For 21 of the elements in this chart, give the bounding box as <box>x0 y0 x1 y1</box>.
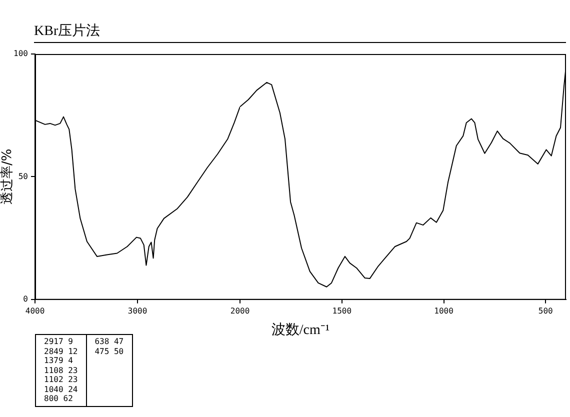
y-tick-label: 100 <box>14 49 28 58</box>
text: 638 47 <box>94 337 124 346</box>
text: 1040 24 <box>44 384 78 394</box>
y-axis-title: 透过率/% <box>0 148 16 205</box>
text: 2917 9 <box>44 337 73 346</box>
text: 475 50 <box>94 346 124 356</box>
x-tick-label: 2000 <box>230 306 250 316</box>
x-tick-label: 4000 <box>25 306 45 316</box>
text: 1108 23 <box>44 366 78 374</box>
x-axis-title: 波数/cm⁻¹ <box>271 323 330 338</box>
x-tick-label: 1000 <box>434 306 454 316</box>
text: 800 62 <box>44 394 73 403</box>
x-tick-label: 500 <box>538 306 554 316</box>
text: 1102 23 <box>44 375 78 384</box>
text: 2849 12 <box>44 346 78 356</box>
x-tick-label: 1500 <box>332 306 352 316</box>
text: 1379 4 <box>44 356 73 365</box>
chart-title: KBr压片法 <box>34 22 566 43</box>
y-tick-label: 50 <box>18 172 28 181</box>
y-tick-label: 0 <box>23 294 28 304</box>
x-tick-label: 3000 <box>128 306 148 316</box>
